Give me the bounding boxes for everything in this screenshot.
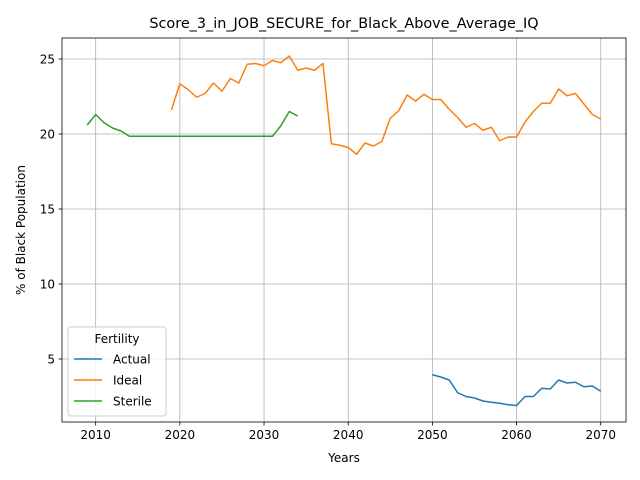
x-tick-label: 2060 bbox=[501, 428, 532, 442]
y-tick-label: 15 bbox=[40, 202, 55, 216]
chart-title: Score_3_in_JOB_SECURE_for_Black_Above_Av… bbox=[149, 16, 538, 32]
legend-title: Fertility bbox=[94, 332, 139, 346]
series-line-sterile bbox=[86, 110, 299, 137]
y-tick-label: 25 bbox=[40, 52, 55, 66]
legend-entry-ideal: Ideal bbox=[113, 373, 142, 387]
y-tick-label: 10 bbox=[40, 277, 55, 291]
y-tick-label: 20 bbox=[40, 127, 55, 141]
x-tick-label: 2070 bbox=[585, 428, 616, 442]
series-line-ideal bbox=[170, 55, 602, 155]
legend: Fertility Actual Ideal Sterile bbox=[67, 326, 167, 417]
x-tick-label: 2030 bbox=[249, 428, 280, 442]
x-tick-label: 2050 bbox=[417, 428, 448, 442]
axis-ticks: 2010 2020 2030 2040 2050 2060 2070 5 10 15 20 25 bbox=[40, 52, 616, 442]
legend-entry-sterile: Sterile bbox=[113, 394, 152, 408]
legend-entry-actual: Actual bbox=[113, 352, 151, 366]
y-axis-label: % of Black Population bbox=[14, 165, 28, 295]
x-tick-label: 2010 bbox=[80, 428, 111, 442]
plot-frame bbox=[61, 37, 627, 423]
legend-box bbox=[67, 326, 167, 417]
x-tick-label: 2040 bbox=[333, 428, 364, 442]
series-line-actual bbox=[432, 374, 602, 407]
y-tick-label: 5 bbox=[47, 352, 55, 366]
series-lines bbox=[86, 55, 602, 407]
x-tick-label: 2020 bbox=[165, 428, 196, 442]
x-axis-label: Years bbox=[327, 451, 360, 465]
